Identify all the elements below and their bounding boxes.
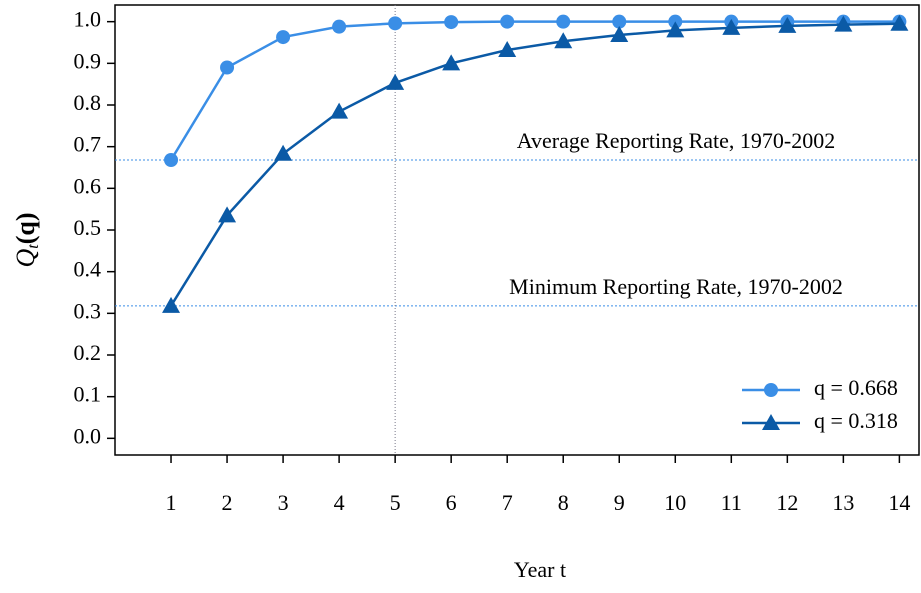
point [164, 153, 179, 167]
y-tick-label: 0.0 [74, 423, 102, 448]
y-tick-label: 0.1 [74, 382, 102, 407]
y-tick-label: 0.2 [74, 340, 102, 365]
y-label-sub: t [25, 244, 42, 249]
x-tick-label: 12 [776, 490, 798, 515]
point [162, 296, 181, 313]
reference-label: Average Reporting Rate, 1970-2002 [517, 128, 836, 153]
point [274, 144, 293, 161]
x-tick-label: 1 [166, 490, 177, 515]
y-tick-label: 0.3 [74, 298, 102, 323]
point [612, 14, 627, 29]
x-tick-label: 14 [888, 490, 910, 515]
point [500, 14, 515, 29]
point [778, 16, 797, 33]
y-tick-label: 0.7 [74, 132, 102, 157]
point [220, 60, 235, 75]
x-tick-label: 10 [664, 490, 686, 515]
point [722, 18, 741, 35]
y-tick-label: 0.4 [74, 257, 102, 282]
point [610, 26, 629, 42]
x-tick-label: 7 [502, 490, 513, 515]
x-tick-label: 5 [390, 490, 401, 515]
x-tick-label: 9 [614, 490, 625, 515]
x-tick-label: 3 [278, 490, 289, 515]
y-tick-label: 0.8 [74, 90, 102, 115]
y-label-main: Q [11, 249, 40, 268]
reference-label: Minimum Reporting Rate, 1970-2002 [509, 274, 843, 299]
x-tick-label: 6 [446, 490, 457, 515]
point [388, 16, 403, 31]
point [666, 21, 685, 38]
x-tick-label: 11 [721, 490, 742, 515]
point [218, 206, 237, 223]
point [498, 41, 517, 57]
x-tick-label: 13 [832, 490, 854, 515]
x-tick-label: 2 [222, 490, 233, 515]
point [444, 15, 459, 30]
point [276, 30, 291, 45]
y-tick-label: 1.0 [74, 7, 102, 32]
legend-marker [762, 414, 780, 430]
x-tick-label: 4 [334, 490, 345, 515]
legend-label: q = 0.668 [814, 375, 898, 400]
series-line [169, 20, 900, 161]
y-tick-label: 0.5 [74, 215, 102, 240]
point [386, 73, 405, 90]
legend-label: q = 0.318 [814, 408, 898, 433]
y-label-rest: (q) [11, 212, 40, 244]
y-tick-label: 0.9 [74, 48, 102, 73]
plot-frame [114, 4, 920, 456]
y-axis-label: Qt(q) [11, 212, 42, 267]
point [442, 54, 461, 71]
point [890, 14, 909, 31]
point [556, 14, 571, 29]
legend-marker [764, 383, 778, 397]
point [332, 19, 347, 34]
x-tick-label: 8 [558, 490, 569, 515]
series-line [169, 22, 900, 307]
point [834, 15, 853, 32]
point [330, 102, 349, 119]
x-axis-label: Year t [514, 557, 566, 582]
y-tick-label: 0.6 [74, 173, 102, 198]
point [554, 32, 573, 49]
